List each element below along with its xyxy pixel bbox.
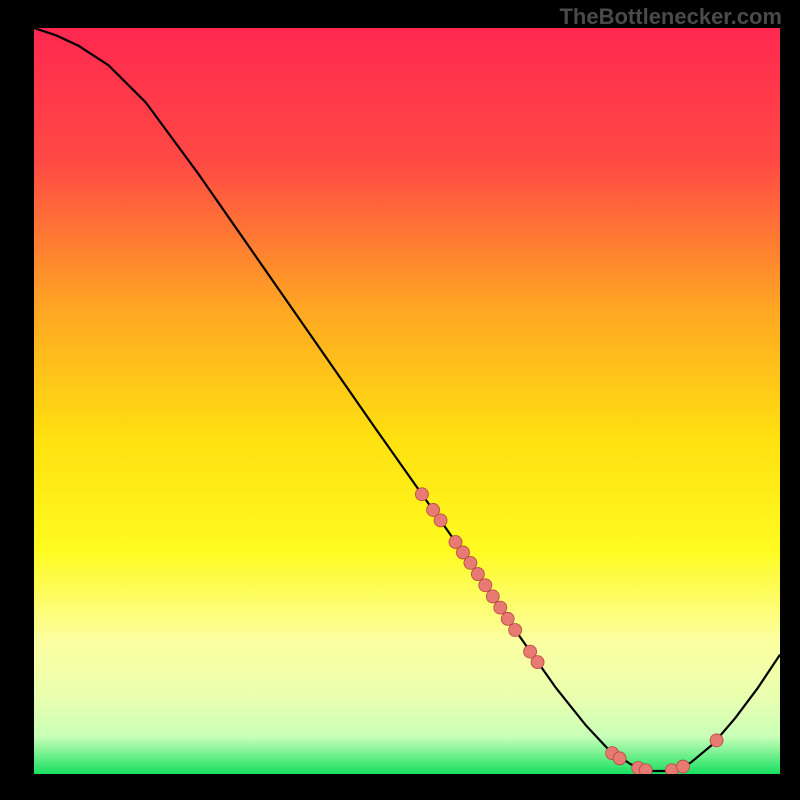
watermark-text: TheBottlenecker.com (559, 4, 782, 30)
data-marker (710, 734, 723, 747)
data-marker (509, 624, 522, 637)
data-marker (415, 488, 428, 501)
data-marker (471, 568, 484, 581)
data-marker (677, 760, 690, 773)
data-marker (639, 764, 652, 774)
bottleneck-curve (34, 28, 780, 771)
data-marker (494, 601, 507, 614)
marker-group (415, 488, 723, 774)
data-marker (464, 556, 477, 569)
plot-overlay (34, 28, 780, 774)
canvas-root: TheBottlenecker.com (0, 0, 800, 800)
data-marker (479, 579, 492, 592)
data-marker (434, 514, 447, 527)
plot-area (34, 28, 780, 774)
data-marker (501, 612, 514, 625)
data-marker (613, 752, 626, 765)
data-marker (486, 590, 499, 603)
data-marker (531, 656, 544, 669)
